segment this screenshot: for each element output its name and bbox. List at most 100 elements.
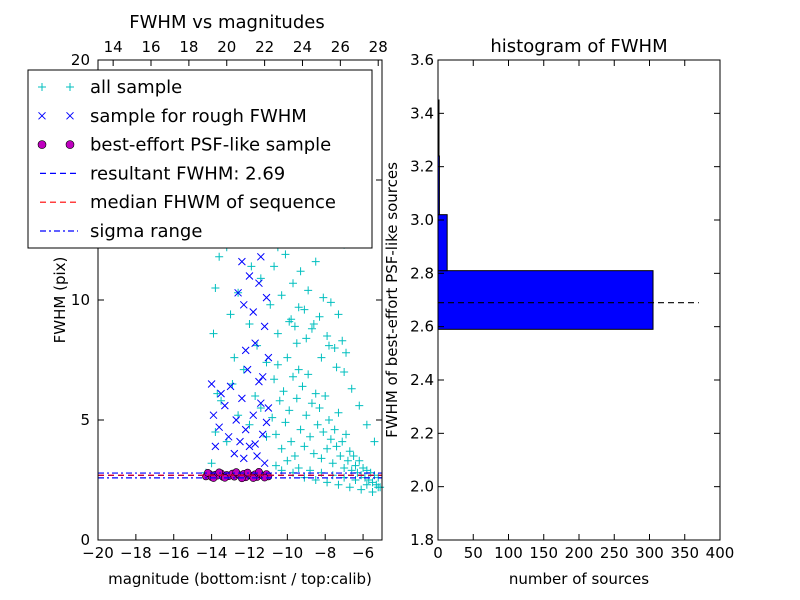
x-tick-label: 400 bbox=[706, 544, 735, 562]
legend-marker-plus bbox=[38, 83, 46, 91]
rough-fwhm-point bbox=[260, 459, 269, 468]
all-sample-point bbox=[323, 444, 332, 453]
scatter-reference-lines bbox=[98, 472, 382, 479]
all-sample-point bbox=[347, 384, 356, 393]
y-tick-label: 2.2 bbox=[410, 424, 434, 442]
all-sample-point bbox=[296, 267, 305, 276]
all-sample-point bbox=[271, 461, 280, 470]
all-sample-point bbox=[332, 363, 341, 372]
all-sample-point bbox=[268, 413, 277, 422]
all-sample-point bbox=[311, 476, 320, 484]
all-sample-point bbox=[283, 456, 292, 465]
top-tick-label: 20 bbox=[217, 38, 236, 56]
all-sample-point bbox=[300, 442, 309, 451]
y-tick-label: 2.4 bbox=[410, 371, 434, 389]
rough-fwhm-point bbox=[232, 416, 241, 424]
rough-fwhm-point bbox=[249, 308, 258, 316]
rough-fwhm-point bbox=[226, 382, 235, 391]
all-sample-point bbox=[342, 348, 351, 357]
all-sample-point bbox=[279, 387, 288, 396]
all-sample-point bbox=[315, 404, 324, 412]
all-sample-point bbox=[368, 488, 377, 496]
top-tick-label: 22 bbox=[255, 38, 274, 56]
all-sample-point bbox=[287, 315, 296, 324]
histogram-x-ticks: 0 50 100 150 200 250 300 350 400 bbox=[433, 60, 734, 562]
all-sample-point bbox=[340, 368, 349, 376]
all-sample-point bbox=[338, 336, 347, 345]
all-sample-point bbox=[311, 257, 320, 266]
all-sample-point bbox=[290, 452, 299, 460]
top-tick-label: 16 bbox=[141, 38, 160, 56]
rough-fwhm-point bbox=[215, 423, 224, 432]
all-sample-point bbox=[304, 370, 313, 379]
all-sample-point bbox=[211, 428, 220, 436]
rough-fwhm-point bbox=[239, 300, 248, 309]
rough-fwhm-point bbox=[262, 293, 271, 302]
legend-label: median FHWM of sequence bbox=[90, 192, 336, 213]
all-sample-point bbox=[334, 310, 343, 319]
all-sample-point bbox=[307, 399, 316, 408]
top-tick-label: 18 bbox=[179, 38, 198, 56]
all-sample-point bbox=[273, 360, 282, 369]
all-sample-point bbox=[330, 425, 339, 434]
legend-label: sample for rough FWHM bbox=[90, 106, 307, 127]
all-sample-point bbox=[334, 408, 343, 417]
rough-fwhm-point bbox=[255, 279, 263, 288]
all-sample-point bbox=[306, 432, 315, 441]
all-sample-point bbox=[343, 456, 352, 465]
top-tick-label: 24 bbox=[293, 38, 312, 56]
x-tick-label: 50 bbox=[464, 544, 483, 562]
rough-fwhm-point bbox=[264, 353, 273, 362]
rough-fwhm-point bbox=[253, 452, 261, 460]
all-sample-point bbox=[275, 396, 284, 405]
y-tick-label: 2.6 bbox=[410, 318, 434, 336]
x-tick-label: −20 bbox=[82, 544, 114, 562]
histogram-bar bbox=[437, 270, 654, 330]
legend-label: best-effort PSF-like sample bbox=[90, 135, 331, 156]
all-sample-point bbox=[266, 300, 275, 309]
x-tick-label: 350 bbox=[670, 544, 699, 562]
all-sample-point bbox=[317, 353, 326, 362]
all-sample-point bbox=[317, 454, 326, 463]
rough-fwhm-point bbox=[245, 272, 254, 280]
all-sample-point bbox=[300, 305, 309, 314]
x-tick-label: 250 bbox=[600, 544, 629, 562]
all-sample-point bbox=[345, 483, 354, 492]
all-sample-point bbox=[287, 437, 296, 446]
all-sample-point bbox=[281, 250, 290, 259]
all-sample-point bbox=[217, 396, 226, 405]
x-tick-label: −10 bbox=[272, 544, 304, 562]
all-sample-point bbox=[315, 312, 324, 321]
rough-fwhm-point bbox=[255, 377, 263, 386]
all-sample-point bbox=[351, 461, 360, 470]
scatter-top-ticks: 14 16 18 20 22 24 26 28 bbox=[104, 38, 388, 66]
all-sample-point bbox=[245, 320, 254, 328]
all-sample-point bbox=[313, 420, 322, 429]
all-sample-point bbox=[270, 375, 279, 384]
all-sample-point bbox=[270, 262, 279, 271]
y-tick-label: 3.2 bbox=[410, 158, 434, 176]
all-sample-point bbox=[355, 456, 364, 465]
x-tick-label: −6 bbox=[352, 544, 374, 562]
all-sample-point bbox=[209, 329, 218, 338]
all-sample-point bbox=[323, 478, 332, 487]
all-sample-point bbox=[283, 353, 292, 362]
all-sample-point bbox=[281, 418, 290, 427]
all-sample-point bbox=[340, 464, 349, 472]
rough-fwhm-point bbox=[207, 380, 216, 388]
legend-marker-x bbox=[66, 111, 74, 120]
all-sample-point bbox=[230, 353, 239, 362]
rough-fwhm-point bbox=[256, 399, 265, 408]
rough-fwhm-point bbox=[260, 322, 269, 331]
all-sample-point bbox=[319, 293, 328, 302]
all-sample-point bbox=[323, 332, 332, 340]
x-tick-label: 300 bbox=[635, 544, 664, 562]
scatter-title: FWHM vs magnitudes bbox=[129, 12, 324, 33]
y-tick-label: 0 bbox=[80, 531, 90, 549]
all-sample-point bbox=[309, 449, 318, 458]
legend-marker-plus bbox=[66, 83, 74, 91]
all-sample-point bbox=[247, 262, 256, 271]
y-tick-label: 2.0 bbox=[410, 478, 434, 496]
all-sample-point bbox=[273, 329, 282, 338]
